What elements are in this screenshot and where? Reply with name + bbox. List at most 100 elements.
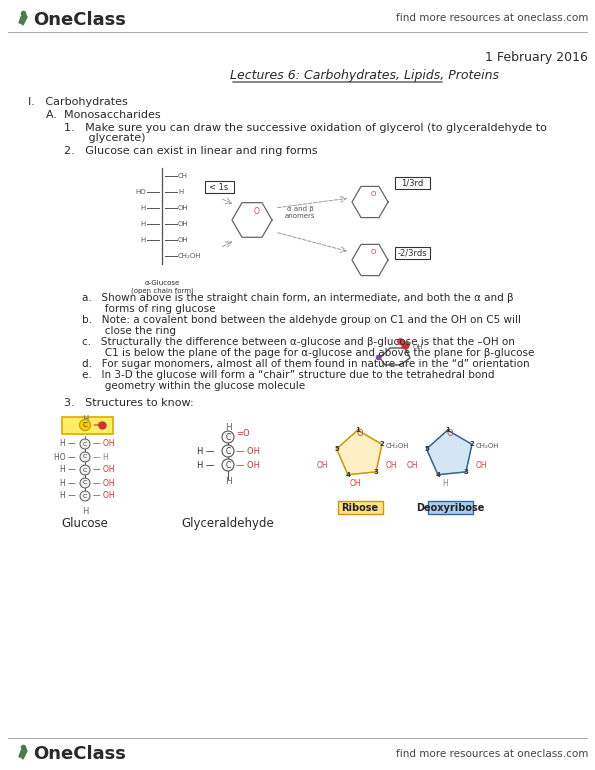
- Text: OH: OH: [413, 344, 424, 350]
- Text: H: H: [225, 424, 231, 433]
- Text: α-Glucose
(open chain form): α-Glucose (open chain form): [131, 280, 193, 294]
- Text: Glyceraldehyde: Glyceraldehyde: [181, 517, 274, 530]
- Text: CH₂OH: CH₂OH: [178, 253, 202, 259]
- Text: C: C: [226, 433, 231, 441]
- Text: H —: H —: [60, 466, 76, 474]
- Text: — OH: — OH: [93, 491, 115, 500]
- FancyBboxPatch shape: [427, 500, 472, 514]
- Text: α and β
anomers: α and β anomers: [285, 206, 315, 219]
- Text: 3.   Structures to know:: 3. Structures to know:: [64, 398, 193, 408]
- Text: H: H: [141, 237, 146, 243]
- Text: H: H: [82, 414, 88, 424]
- Text: find more resources at oneclass.com: find more resources at oneclass.com: [396, 749, 588, 759]
- Text: O: O: [447, 430, 453, 438]
- FancyBboxPatch shape: [61, 417, 112, 434]
- Text: 2.   Glucose can exist in linear and ring forms: 2. Glucose can exist in linear and ring …: [64, 146, 318, 156]
- Text: H: H: [141, 221, 146, 227]
- Text: OH: OH: [476, 461, 488, 470]
- Text: OH: OH: [178, 205, 189, 211]
- Text: 1.   Make sure you can draw the successive oxidation of glycerol (to glyceraldeh: 1. Make sure you can draw the successive…: [64, 123, 547, 133]
- Polygon shape: [19, 747, 27, 759]
- Text: C: C: [83, 441, 87, 447]
- Circle shape: [80, 439, 90, 449]
- Text: geometry within the glucose molecule: geometry within the glucose molecule: [82, 381, 305, 391]
- Text: — OH: — OH: [93, 440, 115, 448]
- Circle shape: [80, 452, 90, 462]
- Text: H —: H —: [196, 447, 214, 456]
- Text: OneClass: OneClass: [33, 11, 126, 29]
- Text: OH: OH: [178, 237, 189, 243]
- Text: close the ring: close the ring: [82, 326, 176, 336]
- Text: 1/3rd: 1/3rd: [401, 179, 423, 188]
- Text: 5: 5: [334, 446, 339, 452]
- Text: 1: 1: [355, 427, 360, 433]
- Text: 3: 3: [374, 469, 378, 475]
- Circle shape: [222, 431, 234, 443]
- Text: a.   Shown above is the straight chain form, an intermediate, and both the α and: a. Shown above is the straight chain for…: [82, 293, 513, 303]
- Circle shape: [222, 459, 234, 471]
- Text: C: C: [83, 494, 87, 498]
- Text: forms of ring glucose: forms of ring glucose: [82, 304, 215, 314]
- Text: Ribose: Ribose: [342, 503, 378, 513]
- Text: glycerate): glycerate): [64, 133, 146, 143]
- Text: C: C: [83, 467, 87, 473]
- Text: O: O: [370, 191, 375, 197]
- Text: HO —: HO —: [54, 453, 76, 461]
- Text: H: H: [442, 480, 448, 488]
- Circle shape: [80, 420, 90, 430]
- Text: 4: 4: [346, 472, 350, 477]
- Circle shape: [80, 491, 90, 501]
- Text: -2/3rds: -2/3rds: [397, 249, 427, 257]
- Text: 2: 2: [469, 441, 474, 447]
- Circle shape: [80, 478, 90, 488]
- Text: — H: — H: [93, 453, 109, 461]
- Text: H: H: [82, 507, 88, 515]
- FancyBboxPatch shape: [337, 500, 383, 514]
- Text: Lectures 6: Carbohydrates, Lipids, Proteins: Lectures 6: Carbohydrates, Lipids, Prote…: [230, 69, 499, 82]
- Circle shape: [222, 445, 234, 457]
- Text: H —: H —: [60, 440, 76, 448]
- Polygon shape: [427, 430, 472, 475]
- Text: 4: 4: [436, 472, 440, 477]
- Text: < 1s: < 1s: [209, 182, 228, 192]
- FancyBboxPatch shape: [205, 180, 233, 192]
- Text: 1: 1: [445, 427, 450, 433]
- Text: O: O: [254, 207, 260, 216]
- Circle shape: [80, 465, 90, 475]
- Text: C: C: [83, 454, 87, 460]
- Text: OH: OH: [317, 461, 328, 470]
- Text: 3: 3: [464, 469, 468, 475]
- Text: CH: CH: [178, 173, 188, 179]
- Text: C: C: [83, 422, 87, 428]
- Text: 1 February 2016: 1 February 2016: [485, 52, 588, 65]
- Text: H —: H —: [60, 478, 76, 487]
- Text: Glucose: Glucose: [61, 517, 108, 530]
- Text: CH₂OH: CH₂OH: [386, 443, 409, 449]
- Text: e.   In 3-D the glucose will form a “chair” structure due to the tetrahedral bon: e. In 3-D the glucose will form a “chair…: [82, 370, 494, 380]
- Text: b.   Note: a covalent bond between the aldehyde group on C1 and the OH on C5 wil: b. Note: a covalent bond between the ald…: [82, 315, 521, 325]
- Text: 2: 2: [380, 441, 384, 447]
- Text: O: O: [356, 430, 364, 438]
- Text: =O: =O: [236, 430, 250, 438]
- Text: =O: =O: [92, 422, 104, 428]
- Text: d.   For sugar monomers, almost all of them found in nature are in the “d” orien: d. For sugar monomers, almost all of the…: [82, 359, 530, 369]
- Polygon shape: [19, 13, 27, 25]
- Text: H: H: [225, 477, 231, 486]
- Text: C: C: [226, 460, 231, 470]
- Text: OneClass: OneClass: [33, 745, 126, 763]
- Text: H —: H —: [196, 460, 214, 470]
- Text: — OH: — OH: [236, 447, 260, 456]
- Text: H: H: [141, 205, 146, 211]
- Text: O: O: [370, 249, 375, 255]
- FancyBboxPatch shape: [394, 246, 430, 259]
- Text: A.  Monosaccharides: A. Monosaccharides: [46, 110, 161, 120]
- Polygon shape: [337, 430, 382, 475]
- FancyBboxPatch shape: [394, 176, 430, 189]
- Text: Deoxyribose: Deoxyribose: [416, 503, 484, 513]
- Text: OH: OH: [406, 461, 418, 470]
- Text: — OH: — OH: [93, 466, 115, 474]
- Text: H: H: [178, 189, 183, 195]
- Text: C: C: [226, 447, 231, 456]
- Text: — OH: — OH: [236, 460, 260, 470]
- Text: I.   Carbohydrates: I. Carbohydrates: [28, 97, 128, 107]
